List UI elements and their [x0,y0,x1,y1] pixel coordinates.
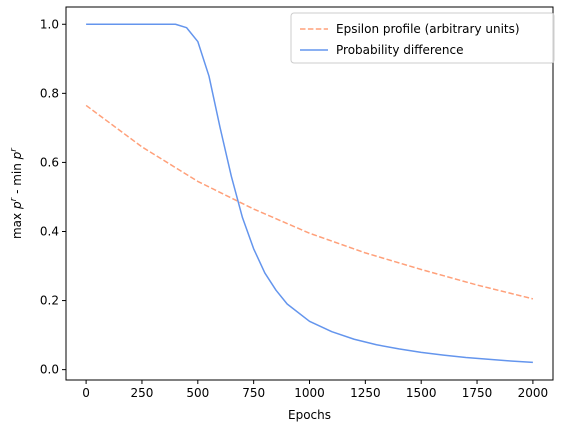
legend-label-1: Epsilon profile (arbitrary units) [336,22,520,36]
x-tick-label: 1500 [406,386,437,400]
x-tick-label: 750 [242,386,265,400]
series-line-2 [86,23,533,364]
series-line-1 [85,104,534,300]
x-tick-label: 1000 [294,386,325,400]
y-tick-label: 0.6 [40,155,59,169]
x-tick-label: 1750 [462,386,493,400]
y-tick-label: 0.0 [40,363,59,377]
legend-box [290,12,555,64]
y-tick-label: 0.2 [40,294,59,308]
y-tick-label: 0.8 [40,86,59,100]
legend: Epsilon profile (arbitrary units) Probabi… [290,12,555,64]
x-tick-label: 0 [82,386,90,400]
x-axis-label: Epochs [288,408,331,422]
x-tick-label: 1250 [350,386,381,400]
y-axis-label: max pr - min pr [9,147,24,239]
x-tick-label: 500 [186,386,209,400]
plot-lines [85,23,534,364]
y-tick-label: 0.4 [40,224,59,238]
x-axis-ticks: 0 250 500 750 1000 1250 1500 1750 2000 [82,380,548,400]
y-tick-label: 1.0 [40,17,59,31]
x-tick-label: 2000 [518,386,549,400]
legend-label-2: Probability difference [336,43,464,57]
x-tick-label: 250 [131,386,154,400]
y-axis-ticks: 0.0 0.2 0.4 0.6 0.8 1.0 [40,17,66,377]
